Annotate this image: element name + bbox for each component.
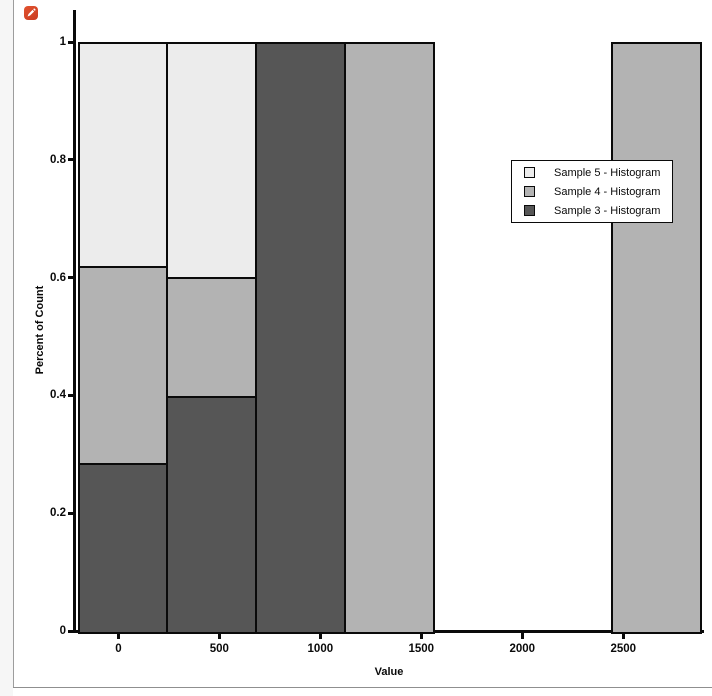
histogram-bar-segment-sample4[interactable] [612, 44, 700, 632]
legend-box: Sample 5 - Histogram Sample 4 - Histogra… [511, 160, 673, 223]
x-tick-label: 0 [115, 643, 122, 655]
legend-item-sample4[interactable]: Sample 4 - Histogram [524, 184, 672, 199]
x-tick [520, 633, 524, 639]
x-tick-label: 1500 [408, 643, 435, 655]
y-tick-label: 0.2 [50, 507, 66, 520]
x-tick-label: 500 [209, 643, 229, 655]
legend-label: Sample 5 - Histogram [554, 166, 661, 179]
x-tick-label: 1000 [307, 643, 334, 655]
histogram-bar[interactable] [255, 42, 347, 634]
y-tick-label: 0.4 [50, 389, 66, 402]
x-tick [318, 633, 322, 639]
y-tick-label: 0.6 [50, 271, 66, 284]
histogram-bar-segment-sample4[interactable] [79, 265, 167, 464]
x-tick [621, 633, 625, 639]
edit-annotation-button[interactable] [24, 6, 38, 20]
histogram-bar[interactable] [344, 42, 435, 634]
y-tick [68, 393, 74, 397]
histogram-bar-segment-sample5[interactable] [79, 44, 167, 266]
x-axis-line [73, 630, 704, 633]
x-tick-label: 2500 [610, 643, 637, 655]
y-tick [68, 276, 74, 280]
histogram-bar-segment-sample3[interactable] [168, 396, 256, 632]
histogram-bar-segment-sample5[interactable] [168, 44, 256, 278]
panel-left-margin [0, 0, 13, 696]
y-tick [68, 629, 74, 633]
legend-swatch-sample5 [524, 167, 535, 178]
histogram-bar[interactable] [166, 42, 258, 634]
legend-item-sample3[interactable]: Sample 3 - Histogram [524, 203, 672, 218]
y-tick-label: 0 [59, 625, 66, 637]
x-axis-title: Value [374, 666, 404, 678]
y-tick [68, 158, 74, 162]
y-tick-label: 0.8 [50, 153, 66, 166]
histogram-bar-segment-sample4[interactable] [346, 44, 433, 632]
x-tick [419, 633, 423, 639]
x-tick [116, 633, 120, 639]
y-axis-line [73, 10, 76, 633]
y-tick [68, 40, 74, 44]
histogram-bar[interactable] [77, 42, 169, 634]
x-tick-label: 2000 [509, 643, 536, 655]
y-tick [68, 511, 74, 515]
legend-item-sample5[interactable]: Sample 5 - Histogram [524, 165, 672, 180]
panel-bottom-border [13, 687, 712, 688]
legend-swatch-sample3 [524, 205, 535, 216]
legend-label: Sample 4 - Histogram [554, 185, 661, 198]
histogram-bar[interactable] [610, 42, 702, 634]
pencil-icon [26, 8, 36, 18]
histogram-bar-segment-sample3[interactable] [79, 463, 167, 632]
x-tick [217, 633, 221, 639]
y-tick-label: 1 [59, 36, 66, 48]
histogram-bar-segment-sample3[interactable] [257, 44, 345, 632]
histogram-bar-segment-sample4[interactable] [168, 277, 256, 397]
legend-label: Sample 3 - Histogram [554, 204, 661, 217]
panel-left-border [13, 0, 14, 688]
legend-swatch-sample4 [524, 186, 535, 197]
